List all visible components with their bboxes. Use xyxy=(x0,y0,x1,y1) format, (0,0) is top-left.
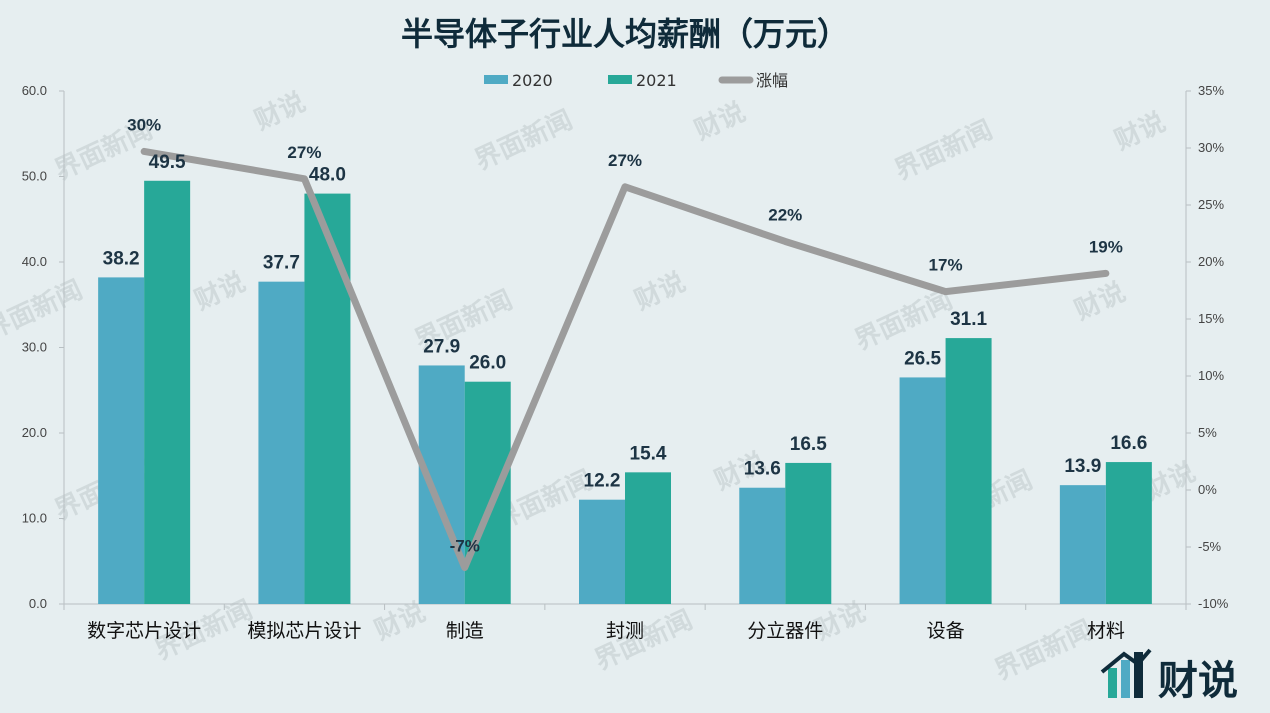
right-tick-label: 35% xyxy=(1198,83,1224,98)
chart-title: 半导体子行业人均薪酬（万元） xyxy=(401,15,849,53)
right-tick-label: 25% xyxy=(1198,197,1224,212)
left-tick-label: 10.0 xyxy=(22,511,47,526)
logo-text: 财说 xyxy=(1158,658,1238,704)
legend: 2020 2021 涨幅 xyxy=(484,71,788,90)
growth-value-label: 27% xyxy=(608,151,642,170)
bar-2021 xyxy=(1105,462,1152,604)
watermark-text: 财说 xyxy=(690,97,750,146)
right-tick-label: 20% xyxy=(1198,254,1224,269)
watermark-text: 财说 xyxy=(250,87,310,136)
watermark-text: 财说 xyxy=(370,597,430,646)
growth-value-label: 19% xyxy=(1089,237,1123,256)
right-tick-label: 30% xyxy=(1198,140,1224,155)
bar-value-label: 37.7 xyxy=(263,253,300,274)
category-label: 分立器件 xyxy=(747,620,823,642)
right-tick-label: -5% xyxy=(1198,539,1222,554)
legend-label: 涨幅 xyxy=(756,71,788,90)
growth-line-path xyxy=(140,147,1110,572)
category-label: 数字芯片设计 xyxy=(87,620,201,642)
right-tick-label: -10% xyxy=(1198,596,1229,611)
category-label: 制造 xyxy=(446,620,484,642)
bar-2020 xyxy=(258,281,305,604)
left-tick-label: 30.0 xyxy=(22,340,47,355)
bar-2021 xyxy=(945,338,992,604)
category-label: 材料 xyxy=(1087,620,1125,642)
left-tick-label: 40.0 xyxy=(22,254,47,269)
left-tick-label: 20.0 xyxy=(22,425,47,440)
bar-2021 xyxy=(144,180,191,604)
category-label: 封测 xyxy=(606,620,644,642)
bar-2021 xyxy=(625,472,671,604)
legend-label: 2021 xyxy=(636,71,677,90)
watermark-text: 界面新闻 xyxy=(850,284,957,356)
bar-value-label: 48.0 xyxy=(309,165,346,186)
growth-value-label: 17% xyxy=(929,256,963,275)
category-label: 模拟芯片设计 xyxy=(247,620,361,642)
bar-2020 xyxy=(418,365,465,604)
bar-value-label: 13.9 xyxy=(1064,456,1101,477)
watermark-text: 界面新闻 xyxy=(890,114,997,186)
watermark-text: 财说 xyxy=(1110,107,1170,156)
bar-2020 xyxy=(1059,485,1106,604)
bar-value-label: 27.9 xyxy=(423,336,460,357)
legend-label: 2020 xyxy=(512,71,553,90)
bar-2021 xyxy=(785,462,832,604)
left-tick-label: 60.0 xyxy=(22,83,47,98)
category-label: 设备 xyxy=(927,620,965,642)
growth-value-label: 30% xyxy=(127,115,161,134)
bar-value-label: 13.6 xyxy=(744,459,781,480)
watermark-text: 财说 xyxy=(190,267,250,316)
watermark-text: 界面新闻 xyxy=(470,104,577,176)
right-tick-label: 15% xyxy=(1198,311,1224,326)
bar-2020 xyxy=(899,377,946,604)
axes: 0.0 10.0 20.0 30.0 40.0 50.0 60.0 -10% -5% 0% 5% 10… xyxy=(22,83,1229,642)
watermark-text: 界面新闻 xyxy=(990,614,1097,686)
growth-value-label: 22% xyxy=(768,205,802,224)
bar-value-label: 31.1 xyxy=(950,309,987,330)
growth-line xyxy=(140,147,1110,572)
bar-2020 xyxy=(98,277,145,604)
data-labels: 38.2 37.7 27.9 12.2 13.6 26.5 13.9 49.5 48.0 26.0… xyxy=(103,115,1148,555)
bar-2020 xyxy=(739,487,786,604)
bar-2021 xyxy=(464,381,511,604)
bar-value-label: 12.2 xyxy=(584,471,621,492)
bars xyxy=(98,180,1152,604)
bar-2020 xyxy=(579,499,625,604)
growth-value-label: -7% xyxy=(450,537,480,556)
watermark-text: 财说 xyxy=(1070,277,1130,326)
bar-chart-icon xyxy=(1100,648,1152,698)
right-tick-label: 10% xyxy=(1198,368,1224,383)
bar-2021 xyxy=(304,193,351,604)
bar-value-label: 15.4 xyxy=(630,443,667,464)
bar-value-label: 16.5 xyxy=(790,434,827,455)
watermark-text: 财说 xyxy=(630,267,690,316)
bar-value-label: 26.0 xyxy=(469,353,506,374)
bar-value-label: 16.6 xyxy=(1110,433,1147,454)
left-tick-label: 0.0 xyxy=(29,596,47,611)
legend-swatch-2021 xyxy=(608,75,632,84)
bar-value-label: 26.5 xyxy=(904,348,941,369)
left-tick-label: 50.0 xyxy=(22,169,47,184)
watermark-text: 界面新闻 xyxy=(0,274,87,346)
caishuo-logo: 财说 xyxy=(1100,648,1238,704)
legend-swatch-2020 xyxy=(484,75,508,84)
growth-value-label: 27% xyxy=(287,143,321,162)
bar-value-label: 49.5 xyxy=(149,152,186,173)
bar-value-label: 38.2 xyxy=(103,248,140,269)
right-tick-label: 0% xyxy=(1198,482,1217,497)
right-tick-label: 5% xyxy=(1198,425,1217,440)
